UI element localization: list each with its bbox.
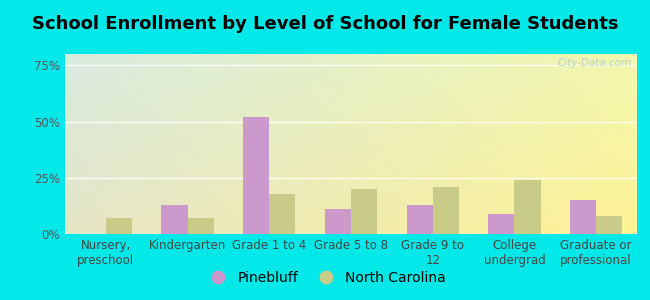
Bar [514, 180, 541, 234]
Bar [570, 200, 596, 234]
Bar [406, 205, 433, 234]
Bar [488, 214, 514, 234]
Bar [596, 216, 622, 234]
Text: School Enrollment by Level of School for Female Students: School Enrollment by Level of School for… [32, 15, 618, 33]
Text: City-Data.com: City-Data.com [557, 58, 631, 68]
Bar [188, 218, 214, 234]
Bar [106, 218, 132, 234]
Bar [161, 205, 188, 234]
Bar [351, 189, 377, 234]
Bar [433, 187, 459, 234]
Bar [243, 117, 269, 234]
Bar [325, 209, 351, 234]
Legend: Pinebluff, North Carolina: Pinebluff, North Carolina [198, 265, 452, 290]
Bar [269, 194, 296, 234]
